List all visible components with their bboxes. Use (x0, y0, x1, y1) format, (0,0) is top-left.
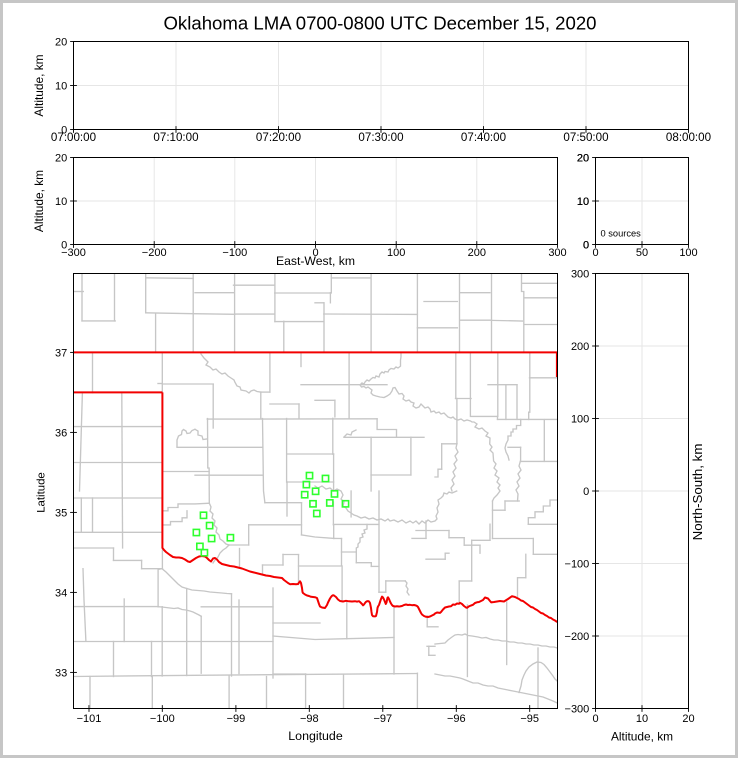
svg-text:10: 10 (55, 196, 67, 208)
svg-text:0: 0 (592, 247, 598, 259)
svg-text:20: 20 (577, 152, 589, 164)
svg-text:0: 0 (583, 486, 589, 498)
svg-text:300: 300 (571, 268, 589, 280)
svg-text:−100: −100 (150, 713, 175, 725)
svg-text:Latitude: Latitude (36, 472, 48, 513)
svg-text:35: 35 (55, 507, 67, 519)
svg-text:50: 50 (636, 247, 648, 259)
svg-text:−96: −96 (447, 713, 466, 725)
svg-text:10: 10 (55, 80, 67, 92)
svg-text:100: 100 (571, 413, 589, 425)
svg-text:Altitude, km: Altitude, km (32, 170, 46, 232)
svg-text:Altitude, km: Altitude, km (32, 54, 46, 116)
svg-text:North-South, km: North-South, km (690, 444, 705, 541)
svg-text:−300: −300 (565, 703, 590, 715)
svg-text:−101: −101 (77, 713, 102, 725)
svg-text:08:00:00: 08:00:00 (666, 131, 711, 144)
svg-text:Longitude: Longitude (288, 729, 343, 743)
svg-text:07:10:00: 07:10:00 (153, 131, 198, 144)
svg-text:34: 34 (55, 587, 67, 599)
svg-text:East-West, km: East-West, km (276, 254, 355, 268)
svg-text:20: 20 (55, 152, 67, 164)
svg-text:200: 200 (571, 341, 589, 353)
svg-text:07:40:00: 07:40:00 (461, 131, 506, 144)
svg-text:−300: −300 (61, 247, 86, 259)
svg-text:100: 100 (387, 247, 405, 259)
svg-text:20: 20 (55, 36, 67, 48)
svg-text:0: 0 (312, 247, 318, 259)
svg-text:37: 37 (55, 347, 67, 359)
svg-text:10: 10 (577, 196, 589, 208)
svg-text:−100: −100 (565, 558, 590, 570)
svg-text:07:00:00: 07:00:00 (51, 131, 96, 144)
svg-text:0: 0 (592, 713, 598, 725)
svg-text:Altitude, km: Altitude, km (611, 730, 673, 744)
svg-text:33: 33 (55, 667, 67, 679)
svg-text:10: 10 (577, 196, 589, 208)
svg-text:20: 20 (577, 152, 589, 164)
svg-text:Oklahoma LMA 0700-0800 UTC Dec: Oklahoma LMA 0700-0800 UTC December 15, … (163, 13, 596, 34)
svg-text:07:30:00: 07:30:00 (358, 131, 403, 144)
svg-text:−99: −99 (227, 713, 246, 725)
svg-text:0: 0 (61, 239, 67, 251)
svg-text:20: 20 (682, 713, 694, 725)
svg-text:−98: −98 (300, 713, 319, 725)
svg-text:−200: −200 (565, 631, 590, 643)
svg-text:100: 100 (679, 247, 697, 259)
svg-text:07:50:00: 07:50:00 (563, 131, 608, 144)
svg-text:−97: −97 (373, 713, 392, 725)
svg-text:0: 0 (61, 124, 67, 136)
svg-text:0 sources: 0 sources (601, 229, 642, 239)
svg-text:−100: −100 (222, 247, 247, 259)
svg-text:36: 36 (55, 427, 67, 439)
svg-text:300: 300 (548, 247, 566, 259)
svg-text:0: 0 (583, 239, 589, 251)
svg-text:07:20:00: 07:20:00 (256, 131, 301, 144)
svg-text:0: 0 (583, 239, 589, 251)
svg-text:10: 10 (636, 713, 648, 725)
svg-text:−95: −95 (520, 713, 539, 725)
svg-text:200: 200 (468, 247, 486, 259)
svg-text:−200: −200 (142, 247, 167, 259)
